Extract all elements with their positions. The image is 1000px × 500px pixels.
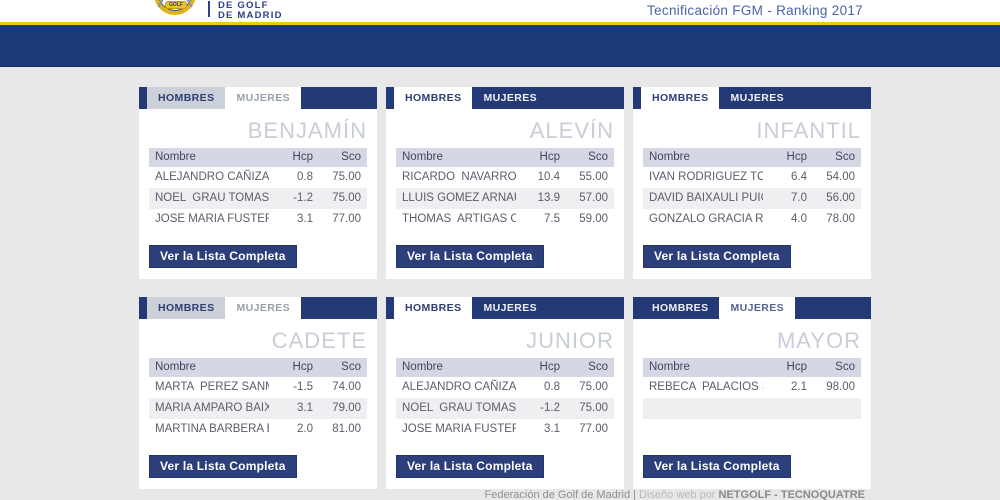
page-title: Tecnificación FGM - Ranking 2017 xyxy=(647,3,863,18)
table-header: Nombre Hcp Sco xyxy=(643,148,861,167)
table-rows: ALEJANDRO CAÑIZARE 0.8 75.00 NOEL GRAU T… xyxy=(149,167,367,230)
tab-hombres[interactable]: HOMBRES xyxy=(652,302,709,314)
ver-lista-completa-button[interactable]: Ver la Lista Completa xyxy=(149,455,297,478)
col-header-hcp: Hcp xyxy=(539,361,560,373)
table-rows: RICARDO NAVARRO FA 10.4 55.00 LLUIS GOME… xyxy=(396,167,614,230)
table-row: MARIA AMPARO BAIXAU 3.1 79.00 xyxy=(149,398,367,419)
col-header-nombre: Nombre xyxy=(402,361,443,373)
category-title: INFANTIL xyxy=(756,118,861,143)
col-header-hcp: Hcp xyxy=(539,151,560,163)
gender-tabbar: HOMBRES MUJERES xyxy=(633,297,871,319)
col-header-nombre: Nombre xyxy=(649,151,690,163)
card-benjamin: HOMBRES MUJERES BENJAMÍN Nombre Hcp Sco … xyxy=(139,87,377,279)
tab-hombres[interactable]: HOMBRES xyxy=(394,297,473,319)
tab-mujeres[interactable]: MUJERES xyxy=(483,302,538,314)
logo-text: DE GOLF DE MADRID xyxy=(218,0,283,21)
card-mayor: HOMBRES MUJERES MAYOR Nombre Hcp Sco REB… xyxy=(633,297,871,489)
tab-mujeres[interactable]: MUJERES xyxy=(225,87,302,109)
col-header-hcp: Hcp xyxy=(786,151,807,163)
ver-lista-completa-button[interactable]: Ver la Lista Completa xyxy=(396,455,544,478)
main-nav-bar xyxy=(0,25,1000,67)
card-junior: HOMBRES MUJERES JUNIOR Nombre Hcp Sco AL… xyxy=(386,297,624,489)
table-row: JOSE MARIA FUSTER M 3.1 77.00 xyxy=(402,423,608,435)
ver-lista-completa-button[interactable]: Ver la Lista Completa xyxy=(643,245,791,268)
col-header-hcp: Hcp xyxy=(292,151,313,163)
table-header: Nombre Hcp Sco xyxy=(643,358,861,377)
gender-tabbar: HOMBRES MUJERES xyxy=(386,87,624,109)
table-rows: ALEJANDRO CAÑIZARE 0.8 75.00 NOEL GRAU T… xyxy=(396,377,614,440)
table-row-empty xyxy=(643,419,861,440)
table-row: MARTA PEREZ SANMAR -1.5 74.00 xyxy=(155,381,361,393)
tab-hombres[interactable]: HOMBRES xyxy=(147,297,226,319)
table-row: ALEJANDRO CAÑIZARE 0.8 75.00 xyxy=(402,381,608,393)
gender-tabbar: HOMBRES MUJERES xyxy=(139,87,377,109)
card-cadete: HOMBRES MUJERES CADETE Nombre Hcp Sco MA… xyxy=(139,297,377,489)
table-row: ALEJANDRO CAÑIZARE 0.8 75.00 xyxy=(155,171,361,183)
col-header-sco: Sco xyxy=(835,361,855,373)
table-row: IVAN RODRIGUEZ TORC 6.4 54.00 xyxy=(649,171,855,183)
federation-logo[interactable]: GOLF DE GOLF DE MADRID xyxy=(152,0,283,22)
category-title: MAYOR xyxy=(776,328,861,353)
table-header: Nombre Hcp Sco xyxy=(149,148,367,167)
gold-divider-line xyxy=(0,22,1000,25)
table-header: Nombre Hcp Sco xyxy=(396,358,614,377)
table-row: JOSE MARIA FUSTER M 3.1 77.00 xyxy=(155,213,361,225)
footer-site-text: Federación de Golf de Madrid | xyxy=(484,489,636,500)
table-header: Nombre Hcp Sco xyxy=(396,148,614,167)
table-row: THOMAS ARTIGAS COV 7.5 59.00 xyxy=(402,213,608,225)
col-header-nombre: Nombre xyxy=(155,361,196,373)
tab-hombres[interactable]: HOMBRES xyxy=(641,87,720,109)
gender-tabbar: HOMBRES MUJERES xyxy=(386,297,624,319)
category-title: JUNIOR xyxy=(526,328,614,353)
footer-middle-text: Diseño web por xyxy=(635,489,719,500)
table-row: LLUIS GOMEZ ARNAU 13.9 57.00 xyxy=(396,188,614,209)
category-title: BENJAMÍN xyxy=(247,118,367,143)
ranking-cards-grid: HOMBRES MUJERES BENJAMÍN Nombre Hcp Sco … xyxy=(139,87,871,489)
tab-mujeres[interactable]: MUJERES xyxy=(730,92,785,104)
tab-mujeres[interactable]: MUJERES xyxy=(483,92,538,104)
table-row: MARTINA BARBERA BEL 2.0 81.00 xyxy=(155,423,361,435)
golf-crest-icon: GOLF xyxy=(152,0,200,22)
col-header-nombre: Nombre xyxy=(649,361,690,373)
table-rows: IVAN RODRIGUEZ TORC 6.4 54.00 DAVID BAIX… xyxy=(643,167,861,230)
col-header-sco: Sco xyxy=(588,361,608,373)
tab-hombres[interactable]: HOMBRES xyxy=(147,87,226,109)
table-row: REBECA PALACIOS S 2.1 98.00 xyxy=(649,381,855,393)
logo-divider xyxy=(208,1,210,17)
col-header-nombre: Nombre xyxy=(402,151,443,163)
table-row-empty xyxy=(643,398,861,419)
col-header-sco: Sco xyxy=(835,151,855,163)
card-infantil: HOMBRES MUJERES INFANTIL Nombre Hcp Sco … xyxy=(633,87,871,279)
table-rows: REBECA PALACIOS S 2.1 98.00 xyxy=(643,377,861,440)
gender-tabbar: HOMBRES MUJERES xyxy=(633,87,871,109)
col-header-nombre: Nombre xyxy=(155,151,196,163)
col-header-sco: Sco xyxy=(341,361,361,373)
category-title: ALEVÍN xyxy=(529,118,614,143)
table-row: GONZALO GRACIA RODR 4.0 78.00 xyxy=(649,213,855,225)
table-row: NOEL GRAU TOMAS -1.2 75.00 xyxy=(149,188,367,209)
col-header-hcp: Hcp xyxy=(786,361,807,373)
ver-lista-completa-button[interactable]: Ver la Lista Completa xyxy=(149,245,297,268)
footer-credits: Federación de Golf de Madrid | Diseño we… xyxy=(485,489,865,500)
table-header: Nombre Hcp Sco xyxy=(149,358,367,377)
col-header-hcp: Hcp xyxy=(292,361,313,373)
footer-credit-link[interactable]: NETGOLF - TECNOQUATRE xyxy=(718,489,865,500)
ver-lista-completa-button[interactable]: Ver la Lista Completa xyxy=(396,245,544,268)
tab-hombres[interactable]: HOMBRES xyxy=(394,87,473,109)
tab-mujeres[interactable]: MUJERES xyxy=(719,297,796,319)
category-title: CADETE xyxy=(271,328,367,353)
table-rows: MARTA PEREZ SANMAR -1.5 74.00 MARIA AMPA… xyxy=(149,377,367,440)
table-row: DAVID BAIXAULI PUIG 7.0 56.00 xyxy=(643,188,861,209)
gender-tabbar: HOMBRES MUJERES xyxy=(139,297,377,319)
ver-lista-completa-button[interactable]: Ver la Lista Completa xyxy=(643,455,791,478)
col-header-sco: Sco xyxy=(588,151,608,163)
col-header-sco: Sco xyxy=(341,151,361,163)
top-header: GOLF DE GOLF DE MADRID Tecnificación FGM… xyxy=(0,0,1000,22)
table-row: NOEL GRAU TOMAS -1.2 75.00 xyxy=(396,398,614,419)
table-row: RICARDO NAVARRO FA 10.4 55.00 xyxy=(402,171,608,183)
tab-mujeres[interactable]: MUJERES xyxy=(225,297,302,319)
card-alevin: HOMBRES MUJERES ALEVÍN Nombre Hcp Sco RI… xyxy=(386,87,624,279)
